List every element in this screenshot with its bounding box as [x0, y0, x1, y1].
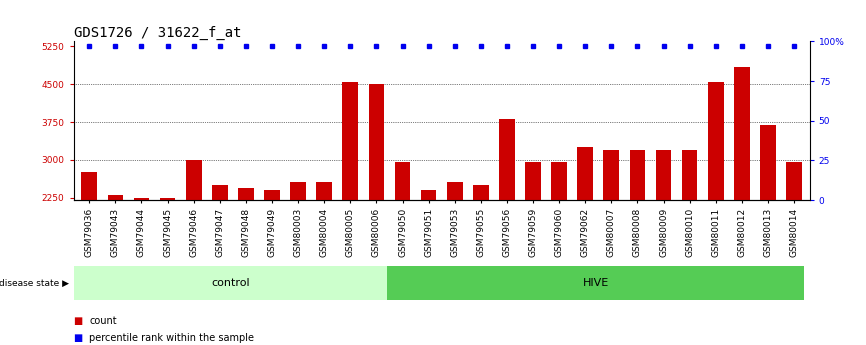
Bar [578, 147, 593, 311]
Bar [656, 150, 671, 311]
Bar [708, 82, 724, 311]
Bar [264, 190, 280, 311]
Bar [316, 183, 332, 311]
Bar [786, 162, 802, 311]
Bar [212, 185, 228, 311]
Bar [421, 190, 436, 311]
Bar [369, 84, 385, 311]
Bar [186, 160, 202, 311]
Bar [74, 266, 387, 300]
Bar [159, 198, 176, 311]
Text: ■: ■ [74, 333, 83, 343]
Bar [447, 183, 462, 311]
Bar [342, 82, 359, 311]
Bar [604, 150, 619, 311]
Bar [552, 162, 567, 311]
Bar [387, 266, 805, 300]
Text: count: count [89, 316, 117, 326]
Bar [760, 125, 776, 311]
Bar [499, 119, 514, 311]
Bar [290, 183, 306, 311]
Text: disease state ▶: disease state ▶ [0, 278, 69, 287]
Bar [525, 162, 541, 311]
Bar [734, 67, 750, 311]
Bar [133, 198, 149, 311]
Bar [395, 162, 410, 311]
Text: percentile rank within the sample: percentile rank within the sample [89, 333, 255, 343]
Text: GDS1726 / 31622_f_at: GDS1726 / 31622_f_at [74, 26, 241, 40]
Text: ■: ■ [74, 316, 83, 326]
Text: HIVE: HIVE [583, 278, 609, 288]
Bar [630, 150, 645, 311]
Text: control: control [211, 278, 249, 288]
Bar [81, 172, 97, 311]
Bar [107, 195, 123, 311]
Bar [473, 185, 488, 311]
Bar [238, 187, 254, 311]
Bar [682, 150, 697, 311]
